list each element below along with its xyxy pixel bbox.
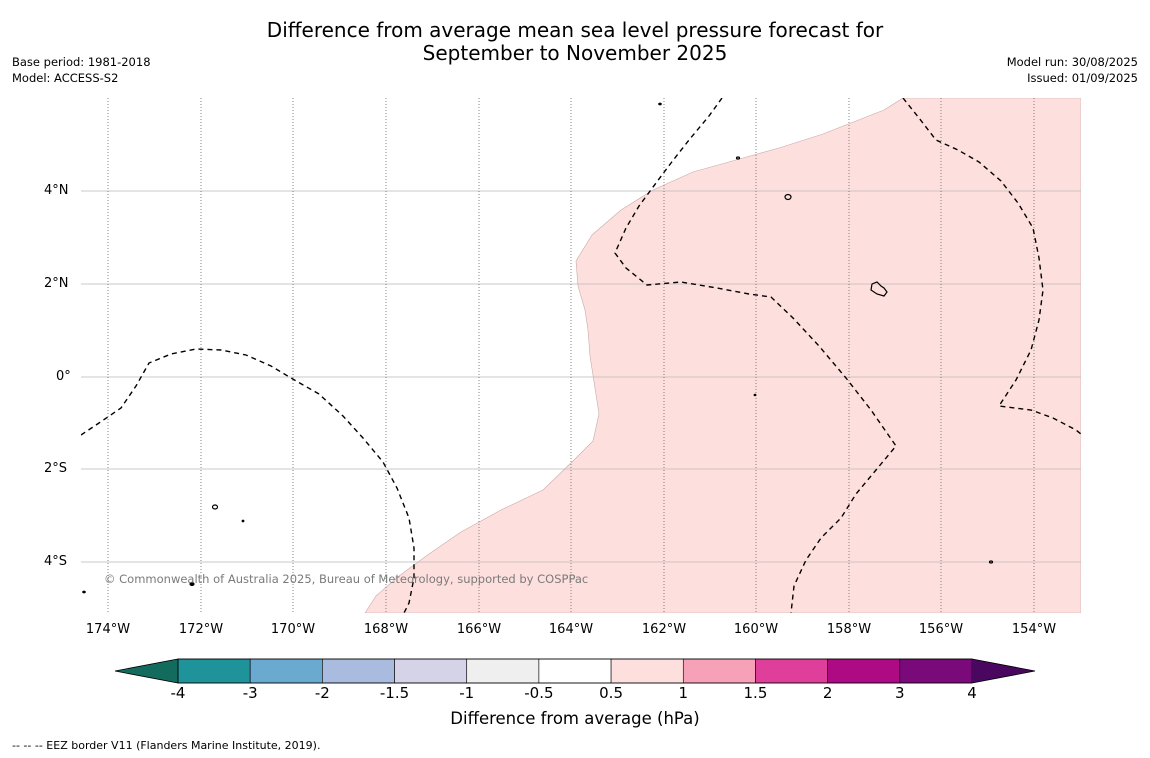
copyright-notice: © Commonwealth of Australia 2025, Bureau… [104,572,589,586]
island-5 [753,393,757,397]
colorbar-tick-label: 1 [678,684,689,702]
map-svg [81,98,1081,613]
lat-label-4s: 4°S [44,554,68,569]
colorbar-segment [538,658,612,684]
lon-label-164w: 164°W [548,622,594,637]
lat-label-4n: 4°N [44,183,69,198]
lon-label-170w: 170°W [270,622,316,637]
lon-label-174w: 174°W [85,622,131,637]
island-8 [189,581,195,587]
lon-label-156w: 156°W [918,622,964,637]
colorbar-segment [755,658,828,684]
island-6 [211,504,219,510]
lat-label-2n: 2°N [44,276,69,291]
colorbar-segment [466,658,540,684]
islands [82,102,994,594]
lon-label-166w: 166°W [456,622,502,637]
island-2 [735,156,741,160]
colorbar-segment [394,658,468,684]
issued-date: Issued: 01/09/2025 [1027,71,1138,85]
lat-label-2s: 2°S [44,461,68,476]
colorbar-extend-min [115,659,178,683]
lon-label-162w: 162°W [641,622,687,637]
longitude-gridlines [107,98,1035,613]
island-3 [784,193,792,201]
base-info: Base period: 1981-2018 Model: ACCESS-S2 [12,54,151,86]
colorbar-tick-label: -4 [170,684,186,702]
colorbar-tick-label: 2 [822,684,833,702]
colorbar-segments [115,658,1035,684]
colorbar-tick-label: -2 [314,684,330,702]
island-10 [82,590,86,594]
colorbar-segment [177,658,251,684]
colorbar-tick-label: -3 [242,684,258,702]
colorbar-tick-label: 4 [967,684,977,702]
eez-border-west [81,348,415,613]
colorbar-segment [682,658,756,684]
lon-label-158w: 158°W [826,622,872,637]
lat-label-0: 0° [56,369,71,384]
lon-label-172w: 172°W [178,622,224,637]
title-line-2: September to November 2025 [422,41,728,65]
eez-legend-note: -- -- -- EEZ border V11 (Flanders Marine… [12,739,321,752]
colorbar-segment [610,658,684,684]
colorbar-tick-label: -1 [459,684,475,702]
colorbar-tick-label: -0.5 [524,684,554,702]
colorbar-extend-max [972,659,1035,683]
colorbar-segment [899,658,973,684]
island-9 [988,560,994,564]
anomaly-shading-region [364,98,1081,613]
colorbar-tick-label: 3 [895,684,905,702]
base-period: Base period: 1981-2018 [12,55,151,69]
lon-label-154w: 154°W [1011,622,1057,637]
lon-label-168w: 168°W [363,622,409,637]
map-title: Difference from average mean sea level p… [0,19,1150,65]
eez-border-central [614,98,897,613]
eez-borders [81,98,1081,613]
run-info: Model run: 30/08/2025 Issued: 01/09/2025 [1007,54,1138,86]
latitude-gridlines [81,190,1081,563]
model-run-date: Model run: 30/08/2025 [1006,55,1138,69]
colorbar-tick-label: 1.5 [743,684,768,702]
eez-border-east [902,98,1081,435]
colorbar-segment [827,658,901,684]
model-name: Model: ACCESS-S2 [12,71,119,85]
colorbar-tick-label: -1.5 [379,684,410,702]
island-7 [241,519,245,523]
colorbar-segment [249,658,323,684]
colorbar [114,658,1036,684]
lon-label-160w: 160°W [733,622,779,637]
title-line-1: Difference from average mean sea level p… [266,18,884,42]
island-1 [658,102,662,106]
colorbar-title: Difference from average (hPa) [450,709,700,728]
map-area [81,98,1081,613]
island-4 [870,281,888,297]
colorbar-outline [114,658,1036,684]
colorbar-tick-label: 0.5 [599,684,623,702]
colorbar-segment [322,658,395,684]
